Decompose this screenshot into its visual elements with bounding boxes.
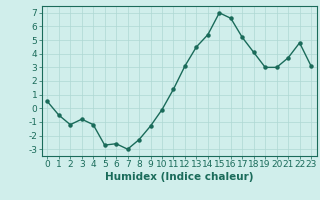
X-axis label: Humidex (Indice chaleur): Humidex (Indice chaleur) [105,172,253,182]
